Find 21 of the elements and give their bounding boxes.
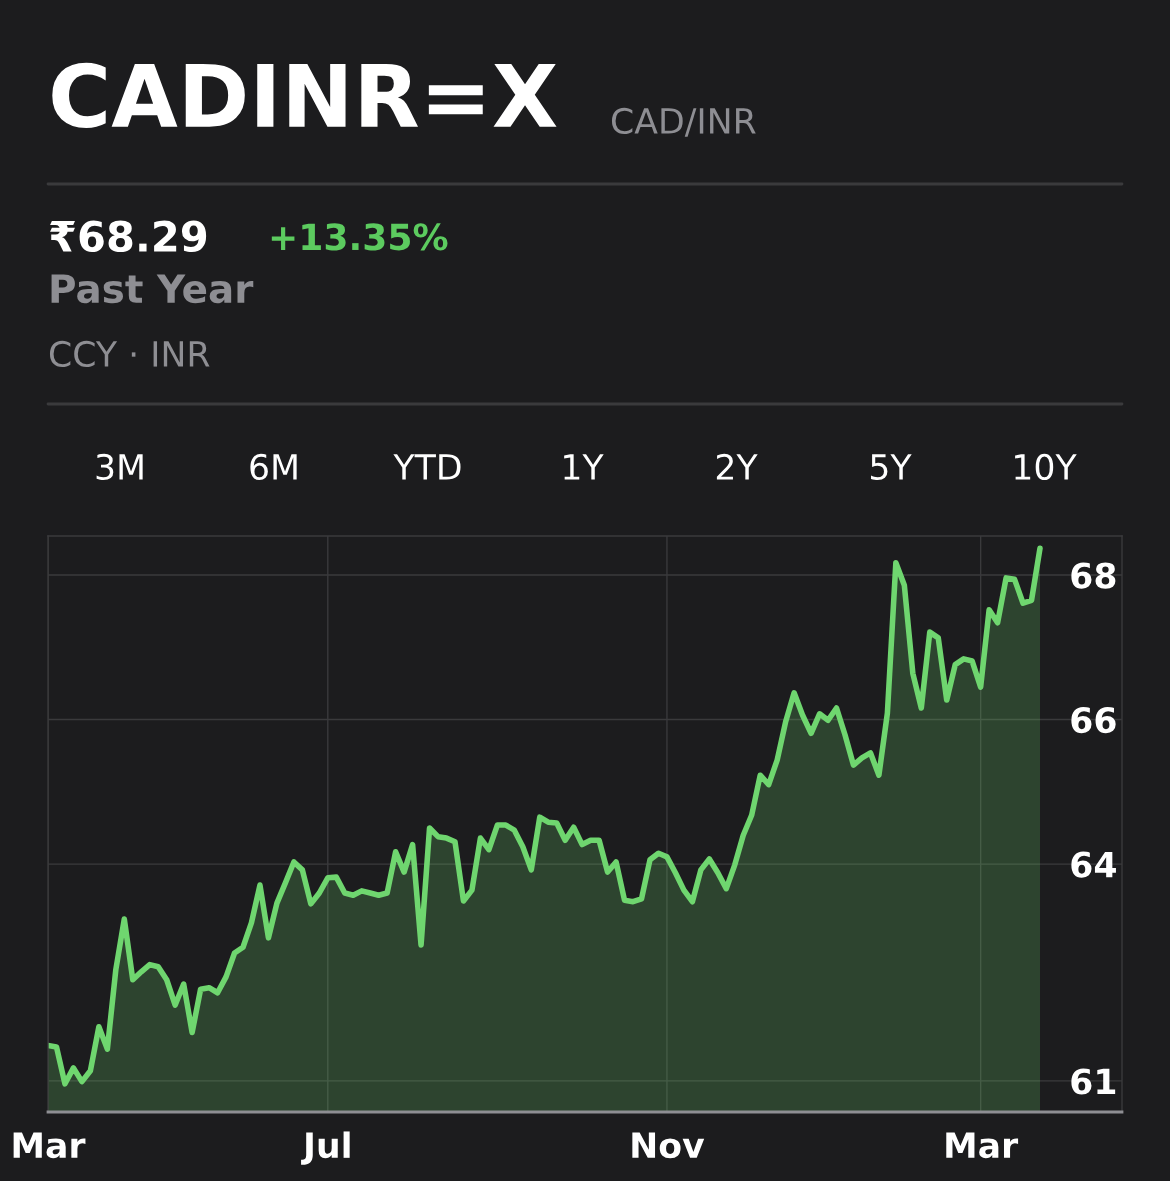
y-tick-label: 68	[1071, 562, 1116, 589]
x-tick-label: Mar	[13, 1132, 86, 1159]
x-tick-label: Jul	[301, 1131, 350, 1165]
chart-title: CADINR=X	[52, 62, 557, 128]
text: Past Year	[51, 274, 254, 304]
y-tick-label: 66	[1071, 707, 1116, 734]
y-tick-label: 61	[1071, 1068, 1116, 1095]
x-tick-label: Nov	[632, 1132, 705, 1159]
text: ₹68.29	[50, 220, 207, 253]
text: 5Y	[871, 454, 912, 481]
text: 1Y	[564, 454, 604, 480]
text: 6M	[250, 453, 297, 481]
text: YTD	[393, 454, 461, 480]
text: +13.35%	[271, 223, 448, 251]
text: 3M	[96, 453, 143, 481]
text: 10Y	[1015, 453, 1077, 481]
text: 2Y	[716, 453, 758, 480]
text: CCY · INR	[49, 340, 210, 368]
y-tick-label: 64	[1071, 851, 1116, 878]
chart-subtitle: CAD/INR	[611, 107, 756, 137]
x-tick-label: Mar	[946, 1132, 1019, 1159]
